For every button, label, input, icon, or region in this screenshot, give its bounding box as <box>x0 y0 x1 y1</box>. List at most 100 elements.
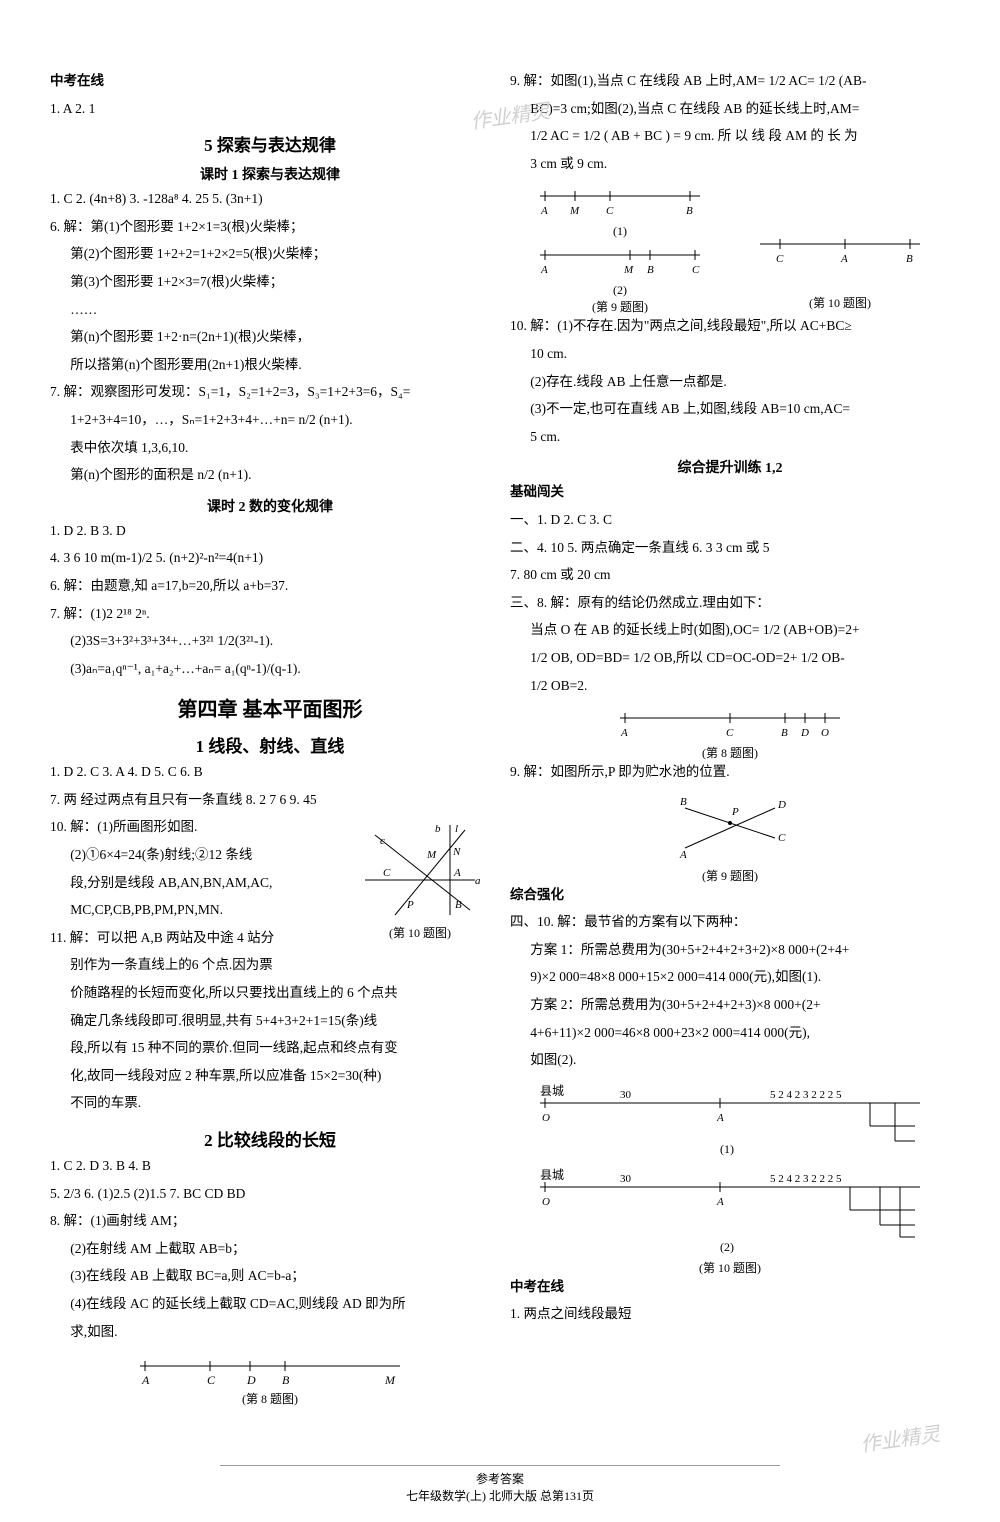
qh-line3: 9)×2 000=48×8 000+15×2 000=414 000(元),如图… <box>510 966 950 988</box>
svg-text:A: A <box>716 1112 724 1124</box>
svg-text:C: C <box>726 727 734 739</box>
svg-text:30: 30 <box>620 1173 632 1185</box>
footer-line2: 七年级数学(上) 北师大版 总第131页 <box>220 1487 780 1504</box>
fig10r-caption: (第 10 题图) <box>730 294 950 311</box>
s1-row-with-figure: 10. 解：(1)所画图形如图. (2)①6×4=24(条)射线;②12 条线 … <box>50 816 490 982</box>
ks1-line1: 1. C 2. (4n+8) 3. -128a⁸ 4. 25 5. (3n+1) <box>50 188 490 210</box>
s1-line8: 别作为一条直线上的6 个点.因为票 <box>50 954 350 976</box>
r9-line3: 1/2 AC = 1/2 ( AB + BC ) = 9 cm. 所 以 线 段… <box>510 125 950 147</box>
jc-line4: 三、8. 解：原有的结论仍然成立.理由如下： <box>510 592 950 614</box>
page-container: 中考在线 1. A 2. 1 5 探索与表达规律 课时 1 探索与表达规律 1.… <box>50 70 950 1492</box>
svg-text:B: B <box>282 1373 290 1386</box>
svg-text:O: O <box>542 1112 550 1124</box>
fig9r-caption: (第 9 题图) <box>510 867 950 884</box>
r10-line3: (2)存在.线段 AB 上任意一点都是. <box>510 371 950 393</box>
jc-line3: 7. 80 cm 或 20 cm <box>510 564 950 586</box>
jc-line7: 1/2 OB=2. <box>510 675 950 697</box>
s1-line13: 不同的车票. <box>50 1092 490 1114</box>
r10-line5: 5 cm. <box>510 426 950 448</box>
svg-text:C: C <box>207 1373 216 1386</box>
s1-line10: 确定几条线段即可.很明显,共有 5+4+3+2+1=15(条)线 <box>50 1010 490 1032</box>
svg-text:c: c <box>380 835 385 847</box>
ks2-line2: 4. 3 6 10 m(m-1)/2 5. (n+2)²-n²=4(n+1) <box>50 547 490 569</box>
svg-text:A: A <box>716 1196 724 1208</box>
s1-line5: 段,分别是线段 AB,AN,BN,AM,AC, <box>50 872 350 894</box>
qh-line6: 如图(2). <box>510 1049 950 1071</box>
ks1-line9: 1+2+3+4=10，…，Sₙ=1+2+3+4+…+n= n/2 (n+1). <box>50 409 490 431</box>
svg-text:l: l <box>455 823 458 835</box>
svg-text:B: B <box>680 796 687 808</box>
ks2-line3: 6. 解：由题意,知 a=17,b=20,所以 a+b=37. <box>50 575 490 597</box>
s1-line6: MC,CP,CB,PB,PM,PN,MN. <box>50 899 350 921</box>
r9-line1: 9. 解：如图(1),当点 C 在线段 AB 上时,AM= 1/2 AC= 1/… <box>510 70 950 92</box>
svg-text:C: C <box>383 867 391 879</box>
s1-line4: (2)①6×4=24(条)射线;②12 条线 <box>50 844 350 866</box>
svg-text:M: M <box>384 1373 396 1386</box>
fig9a-svg: A M C B <box>520 184 720 220</box>
section-2-title: 2 比较线段的长短 <box>50 1126 490 1151</box>
right-column: 9. 解：如图(1),当点 C 在线段 AB 上时,AM= 1/2 AC= 1/… <box>510 70 950 1492</box>
svg-text:B: B <box>455 899 462 911</box>
svg-text:A: A <box>840 253 848 265</box>
svg-text:B: B <box>781 727 788 739</box>
fig-road1-svg: 县城 30 5 2 4 2 3 2 2 2 5 O A (1) <box>520 1081 940 1157</box>
r10-line2: 10 cm. <box>510 343 950 365</box>
svg-text:M: M <box>569 205 580 217</box>
ks1-line10: 表中依次填 1,3,6,10. <box>50 437 490 459</box>
svg-text:D: D <box>777 799 786 811</box>
fig8r-caption: (第 8 题图) <box>510 744 950 761</box>
ks1-line5: …… <box>50 299 490 321</box>
qh-line4: 方案 2：所需总费用为(30+5+2+4+2+3)×8 000+(2+ <box>510 994 950 1016</box>
svg-text:A: A <box>540 264 548 276</box>
svg-text:O: O <box>821 727 829 739</box>
fig9a-sub: (1) <box>510 224 730 239</box>
svg-text:A: A <box>141 1373 150 1386</box>
s1-line11: 段,所以有 15 种不同的票价.但同一线路,起点和终点有变 <box>50 1037 490 1059</box>
qianghua-title: 综合强化 <box>510 884 950 906</box>
ks1-line2: 6. 解：第(1)个图形要 1+2×1=3(根)火柴棒； <box>50 216 490 238</box>
s1-line1: 1. D 2. C 3. A 4. D 5. C 6. B <box>50 761 490 783</box>
fig8-caption: (第 8 题图) <box>50 1390 490 1407</box>
svg-text:C: C <box>606 205 614 217</box>
section-1-title: 1 线段、射线、直线 <box>50 732 490 757</box>
s1-line2: 7. 两 经过两点有且只有一条直线 8. 2 7 6 9. 45 <box>50 789 490 811</box>
zhongkao-answers: 1. A 2. 1 <box>50 98 490 120</box>
svg-text:b: b <box>435 823 441 835</box>
s2-line2: 5. 2/3 6. (1)2.5 (2)1.5 7. BC CD BD <box>50 1183 490 1205</box>
fig8-left-svg: A C D B M <box>120 1352 420 1386</box>
fig10-svg: b l c N M C A a P B <box>355 820 485 920</box>
svg-text:B: B <box>906 253 913 265</box>
s1-line3: 10. 解：(1)所画图形如图. <box>50 816 350 838</box>
svg-text:(1): (1) <box>720 1142 734 1156</box>
fig9-fig10-row: A M C B (1) A M B C (2) <box>510 180 950 315</box>
svg-text:30: 30 <box>620 1089 632 1101</box>
r9-line4: 3 cm 或 9 cm. <box>510 153 950 175</box>
svg-text:C: C <box>778 832 786 844</box>
fig-road2-svg: 县城 30 5 2 4 2 3 2 2 2 5 O A (2) <box>520 1165 940 1255</box>
fig9r-svg: B P D A C <box>660 793 800 863</box>
fig9r-wrap: B P D A C (第 9 题图) <box>510 789 950 884</box>
ks2-line4: 7. 解：(1)2 2¹⁸ 2ⁿ. <box>50 603 490 625</box>
jichu-title: 基础闯关 <box>510 481 950 503</box>
svg-text:N: N <box>452 846 461 858</box>
fig9-caption: (第 9 题图) <box>510 298 730 315</box>
s2-line7: 求,如图. <box>50 1321 490 1343</box>
r10-line1: 10. 解：(1)不存在.因为"两点之间,线段最短",所以 AC+BC≥ <box>510 315 950 337</box>
svg-text:(2): (2) <box>720 1240 734 1254</box>
fig10b-caption: (第 10 题图) <box>510 1259 950 1276</box>
svg-text:B: B <box>686 205 693 217</box>
jc-line8: 9. 解：如图所示,P 即为贮水池的位置. <box>510 761 950 783</box>
r10-line4: (3)不一定,也可在直线 AB 上,如图,线段 AB=10 cm,AC= <box>510 398 950 420</box>
s2-line4: (2)在射线 AM 上截取 AB=b； <box>50 1238 490 1260</box>
svg-text:A: A <box>620 727 628 739</box>
tisheng-title: 综合提升训练 1,2 <box>510 457 950 477</box>
jc-line1: 一、1. D 2. C 3. C <box>510 509 950 531</box>
s2-line6: (4)在线段 AC 的延长线上截取 CD=AC,则线段 AD 即为所 <box>50 1293 490 1315</box>
footer-line1: 参考答案 <box>220 1470 780 1487</box>
s1-line9: 价随路程的长短而变化,所以只要找出直线上的 6 个点共 <box>50 982 490 1004</box>
ks1-line3: 第(2)个图形要 1+2+2=1+2×2=5(根)火柴棒； <box>50 243 490 265</box>
svg-text:A: A <box>540 205 548 217</box>
fig9b-sub: (2) <box>510 283 730 298</box>
jc-line6: 1/2 OB, OD=BD= 1/2 OB,所以 CD=OC-OD=2+ 1/2… <box>510 647 950 669</box>
ks2-line5: (2)3S=3+3²+3³+3⁴+…+3²¹ 1/2(3²¹-1). <box>50 630 490 652</box>
